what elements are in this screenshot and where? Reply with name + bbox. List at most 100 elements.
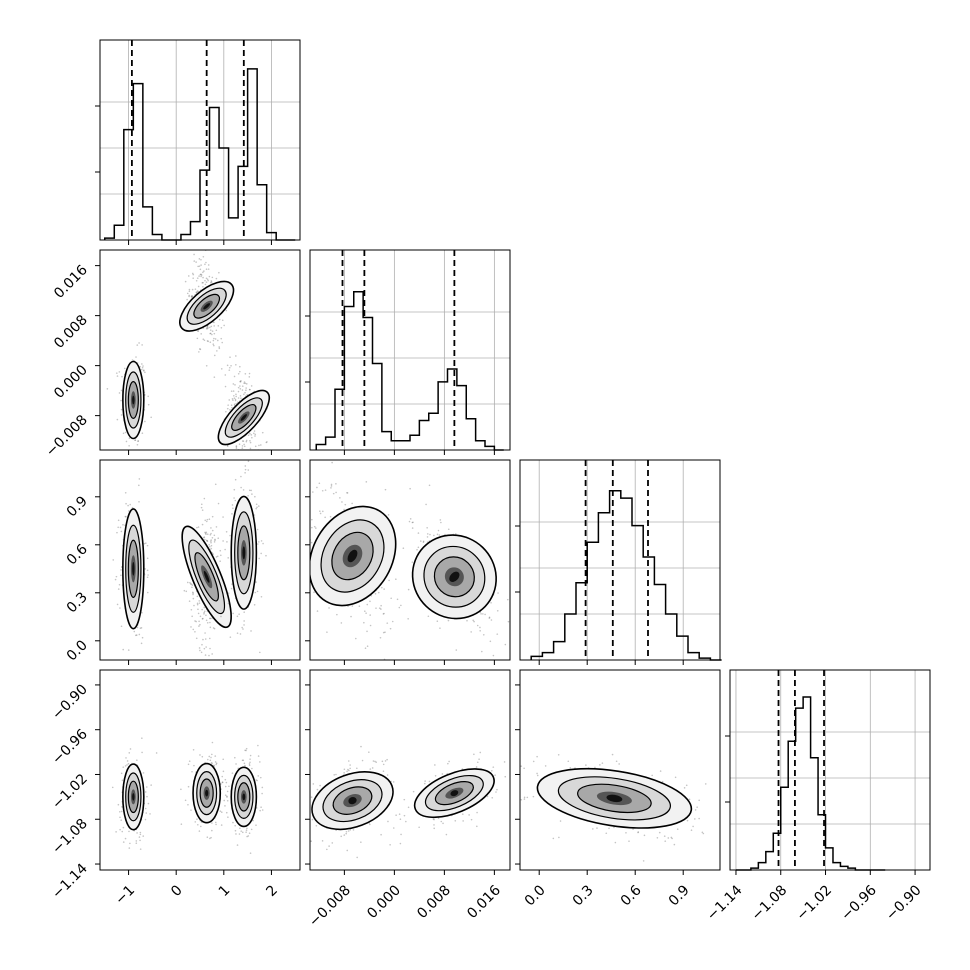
scatter-point bbox=[671, 837, 673, 840]
scatter-point bbox=[239, 365, 241, 368]
scatter-point bbox=[209, 281, 212, 284]
scatter-point bbox=[384, 760, 387, 762]
scatter-point bbox=[206, 328, 208, 330]
scatter-point bbox=[349, 829, 352, 831]
scatter-point bbox=[333, 774, 336, 776]
scatter-point bbox=[150, 784, 152, 786]
scatter-point bbox=[250, 385, 253, 387]
scatter-point bbox=[248, 376, 251, 378]
scatter-point bbox=[387, 820, 389, 823]
scatter-point bbox=[253, 466, 255, 468]
scatter-point bbox=[248, 372, 251, 375]
scatter-point bbox=[238, 833, 241, 835]
scatter-point bbox=[611, 753, 614, 756]
scatter-point bbox=[532, 760, 535, 763]
scatter-point bbox=[310, 840, 312, 842]
scatter-point bbox=[496, 788, 498, 791]
scatter-point bbox=[124, 837, 127, 840]
scatter-point bbox=[210, 532, 212, 535]
x-tick-label: −1.14 bbox=[704, 882, 746, 924]
scatter-point bbox=[505, 774, 507, 776]
scatter-point bbox=[220, 615, 222, 618]
scatter-point bbox=[239, 388, 242, 390]
scatter-point bbox=[375, 607, 377, 609]
scatter-point bbox=[386, 622, 389, 624]
scatter-point bbox=[372, 760, 375, 762]
scatter-point bbox=[496, 610, 499, 612]
scatter-point bbox=[257, 775, 260, 777]
scatter-point bbox=[212, 343, 215, 345]
scatter-point bbox=[180, 788, 182, 791]
scatter-point bbox=[203, 647, 206, 650]
scatter-point bbox=[552, 837, 555, 840]
scatter-point bbox=[199, 615, 202, 618]
scatter-point bbox=[128, 752, 131, 754]
scatter-point bbox=[497, 592, 499, 594]
scatter-point bbox=[243, 762, 246, 765]
scatter-point bbox=[211, 529, 214, 532]
scatter-point bbox=[192, 277, 194, 279]
scatter-point bbox=[205, 619, 208, 622]
scatter-point bbox=[144, 818, 147, 821]
scatter-point bbox=[243, 445, 246, 448]
scatter-point bbox=[235, 833, 237, 835]
panel-content bbox=[310, 461, 510, 660]
scatter-point bbox=[191, 288, 194, 291]
scatter-point bbox=[247, 460, 250, 463]
scatter-point bbox=[486, 795, 489, 798]
scatter-point bbox=[262, 542, 264, 545]
scatter-point bbox=[205, 365, 208, 367]
scatter-point bbox=[208, 755, 211, 758]
x-tick-label: 0 bbox=[168, 882, 186, 900]
scatter-point bbox=[492, 654, 495, 657]
scatter-point bbox=[204, 531, 206, 534]
scatter-point bbox=[363, 621, 365, 624]
histogram-bar bbox=[410, 435, 419, 450]
scatter-point bbox=[256, 454, 258, 456]
scatter-point bbox=[381, 760, 384, 763]
histogram-bar bbox=[781, 787, 788, 870]
histogram-bar bbox=[587, 542, 598, 660]
scatter-point bbox=[129, 748, 132, 750]
scatter-point bbox=[124, 431, 127, 434]
scatter-point bbox=[445, 833, 448, 836]
scatter-point bbox=[144, 807, 147, 810]
scatter-point bbox=[369, 600, 371, 603]
scatter-point bbox=[136, 626, 139, 629]
scatter-point bbox=[340, 622, 343, 624]
scatter-point bbox=[206, 325, 209, 328]
scatter-point bbox=[339, 497, 341, 499]
scatter-point bbox=[137, 440, 140, 442]
scatter-point bbox=[200, 503, 203, 506]
scatter-point bbox=[476, 811, 478, 814]
scatter-point bbox=[331, 461, 333, 464]
scatter-point bbox=[141, 611, 143, 614]
histogram-bar bbox=[373, 364, 382, 450]
x-tick-label: −1 bbox=[112, 882, 138, 908]
scatter-point bbox=[489, 640, 492, 643]
scatter-point bbox=[330, 485, 333, 487]
scatter-point bbox=[585, 764, 587, 766]
scatter-point bbox=[244, 749, 246, 752]
scatter-point bbox=[227, 592, 230, 594]
scatter-point bbox=[366, 645, 369, 647]
scatter-point bbox=[442, 822, 444, 825]
scatter-point bbox=[343, 508, 345, 511]
scatter-point bbox=[557, 753, 560, 756]
scatter-point bbox=[251, 468, 253, 470]
scatter-point bbox=[346, 491, 348, 494]
scatter-point bbox=[429, 533, 431, 536]
histogram-bar bbox=[354, 292, 363, 450]
y-tick-label: 0.008 bbox=[51, 312, 91, 352]
scatter-point bbox=[201, 755, 204, 758]
scatter-point bbox=[120, 625, 123, 628]
scatter-point bbox=[428, 484, 431, 487]
scatter-point bbox=[201, 643, 203, 646]
scatter-point bbox=[146, 591, 149, 594]
scatter-point bbox=[374, 593, 377, 595]
scatter-point bbox=[200, 825, 202, 828]
scatter-point bbox=[437, 529, 440, 532]
scatter-point bbox=[371, 767, 374, 769]
scatter-point bbox=[426, 533, 429, 535]
scatter-point bbox=[231, 513, 233, 515]
